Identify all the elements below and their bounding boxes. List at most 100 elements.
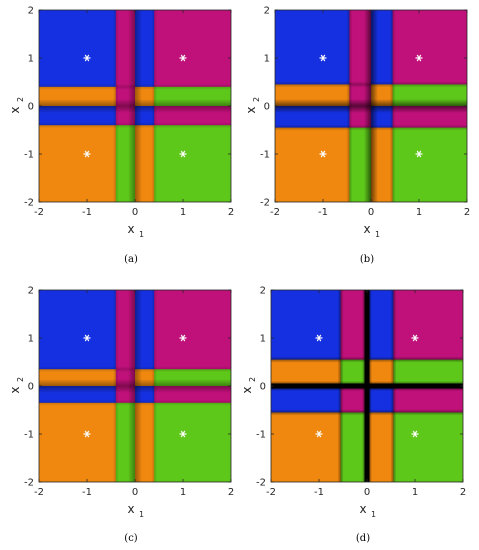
region-cell (275, 10, 350, 85)
center-marker (315, 430, 323, 438)
center-marker (319, 150, 327, 158)
x-axis-label-subscript: 1 (375, 230, 380, 239)
region-cell (271, 412, 342, 482)
center-marker (179, 150, 187, 158)
y-axis-label: x (240, 386, 254, 393)
y-tick-label: -1 (24, 430, 34, 441)
boundary-split-y (39, 399, 231, 406)
center-marker (179, 54, 187, 62)
boundary-split-x (346, 10, 353, 202)
center-marker (415, 150, 423, 158)
region-cell (154, 10, 231, 88)
plot-area-c (39, 290, 231, 482)
region-cell (39, 290, 117, 370)
x-tick-label: -1 (82, 207, 92, 218)
marker-stroke (84, 334, 90, 342)
center-marker (315, 334, 323, 342)
region-cell (39, 125, 117, 202)
y-tick-label: 2 (28, 6, 34, 17)
boundary-split-x (390, 290, 397, 482)
y-axis-label-subscript: 2 (16, 97, 25, 102)
boundary-split-y (271, 409, 463, 416)
center-marker (415, 54, 423, 62)
x-tick-label: -1 (82, 487, 92, 498)
y-tick-label: 1 (28, 334, 34, 345)
boundary-split-y (275, 124, 467, 131)
y-tick-label: -2 (24, 478, 34, 489)
y-tick-label: -2 (24, 198, 34, 209)
y-tick-label: -2 (260, 198, 270, 209)
boundary-line-horizontal (271, 383, 463, 389)
boundary-split-y (275, 81, 467, 88)
y-tick-label: 0 (260, 382, 266, 393)
region-cell (154, 125, 231, 202)
y-axis-label-subscript: 2 (16, 377, 25, 382)
marker-stroke (320, 150, 326, 158)
marker-stroke (416, 150, 422, 158)
center-marker (83, 150, 91, 158)
y-axis-label-group: x2 (8, 377, 25, 394)
boundary-split-x (337, 290, 344, 482)
region-cell (39, 10, 117, 88)
region-cell (154, 290, 231, 370)
plot-area-b (275, 10, 467, 202)
x-axis-label-subscript: 1 (139, 510, 144, 519)
y-axis-label-group: x2 (8, 97, 25, 114)
marker-stroke (180, 430, 186, 438)
boundary-split-y (271, 356, 463, 363)
y-axis-label-group: x2 (244, 97, 261, 114)
x-tick-label: -2 (266, 487, 276, 498)
marker-stroke (84, 150, 90, 158)
boundary-split-x (112, 10, 119, 202)
boundary-horizontal (39, 379, 231, 393)
x-axis-label: x (127, 502, 134, 516)
x-tick-label: 0 (364, 487, 370, 498)
y-tick-label: 1 (264, 54, 270, 65)
marker-stroke (180, 150, 186, 158)
y-tick-label: 1 (260, 334, 266, 345)
y-axis-label-subscript: 2 (248, 377, 257, 382)
x-axis-label: x (363, 222, 370, 236)
x-tick-label: 0 (132, 487, 138, 498)
region-cell (392, 127, 467, 202)
x-tick-label: 0 (132, 207, 138, 218)
x-axis-label-subscript: 1 (139, 230, 144, 239)
plot-area-a (39, 10, 231, 202)
region-cell (393, 290, 463, 361)
y-tick-label: -1 (260, 150, 270, 161)
boundary-horizontal (275, 99, 467, 113)
x-tick-label: -1 (318, 207, 328, 218)
marker-stroke (416, 54, 422, 62)
marker-stroke (316, 334, 322, 342)
region-cell (392, 10, 467, 85)
boundary-split-y (39, 122, 231, 129)
y-tick-label: -1 (256, 430, 266, 441)
x-tick-label: 2 (460, 487, 466, 498)
x-tick-label: 1 (180, 487, 186, 498)
y-tick-label: 2 (260, 286, 266, 297)
x-tick-label: 0 (368, 207, 374, 218)
center-marker (411, 430, 419, 438)
x-tick-label: 2 (228, 207, 234, 218)
boundary-split-x (112, 290, 119, 482)
center-marker (83, 334, 91, 342)
boundary-split-x (151, 10, 158, 202)
y-tick-label: 0 (28, 382, 34, 393)
marker-stroke (316, 430, 322, 438)
y-tick-label: 2 (28, 286, 34, 297)
boundary-horizontal (39, 99, 231, 113)
marker-stroke (180, 54, 186, 62)
panel-caption: (d) (356, 533, 370, 544)
x-tick-label: -2 (34, 487, 44, 498)
y-tick-label: -1 (24, 150, 34, 161)
marker-stroke (412, 430, 418, 438)
y-axis-label: x (8, 386, 22, 393)
x-tick-label: -2 (270, 207, 280, 218)
marker-stroke (412, 334, 418, 342)
panel-caption: (a) (124, 254, 138, 265)
y-axis-label-subscript: 2 (252, 97, 261, 102)
region-cell (393, 412, 463, 482)
